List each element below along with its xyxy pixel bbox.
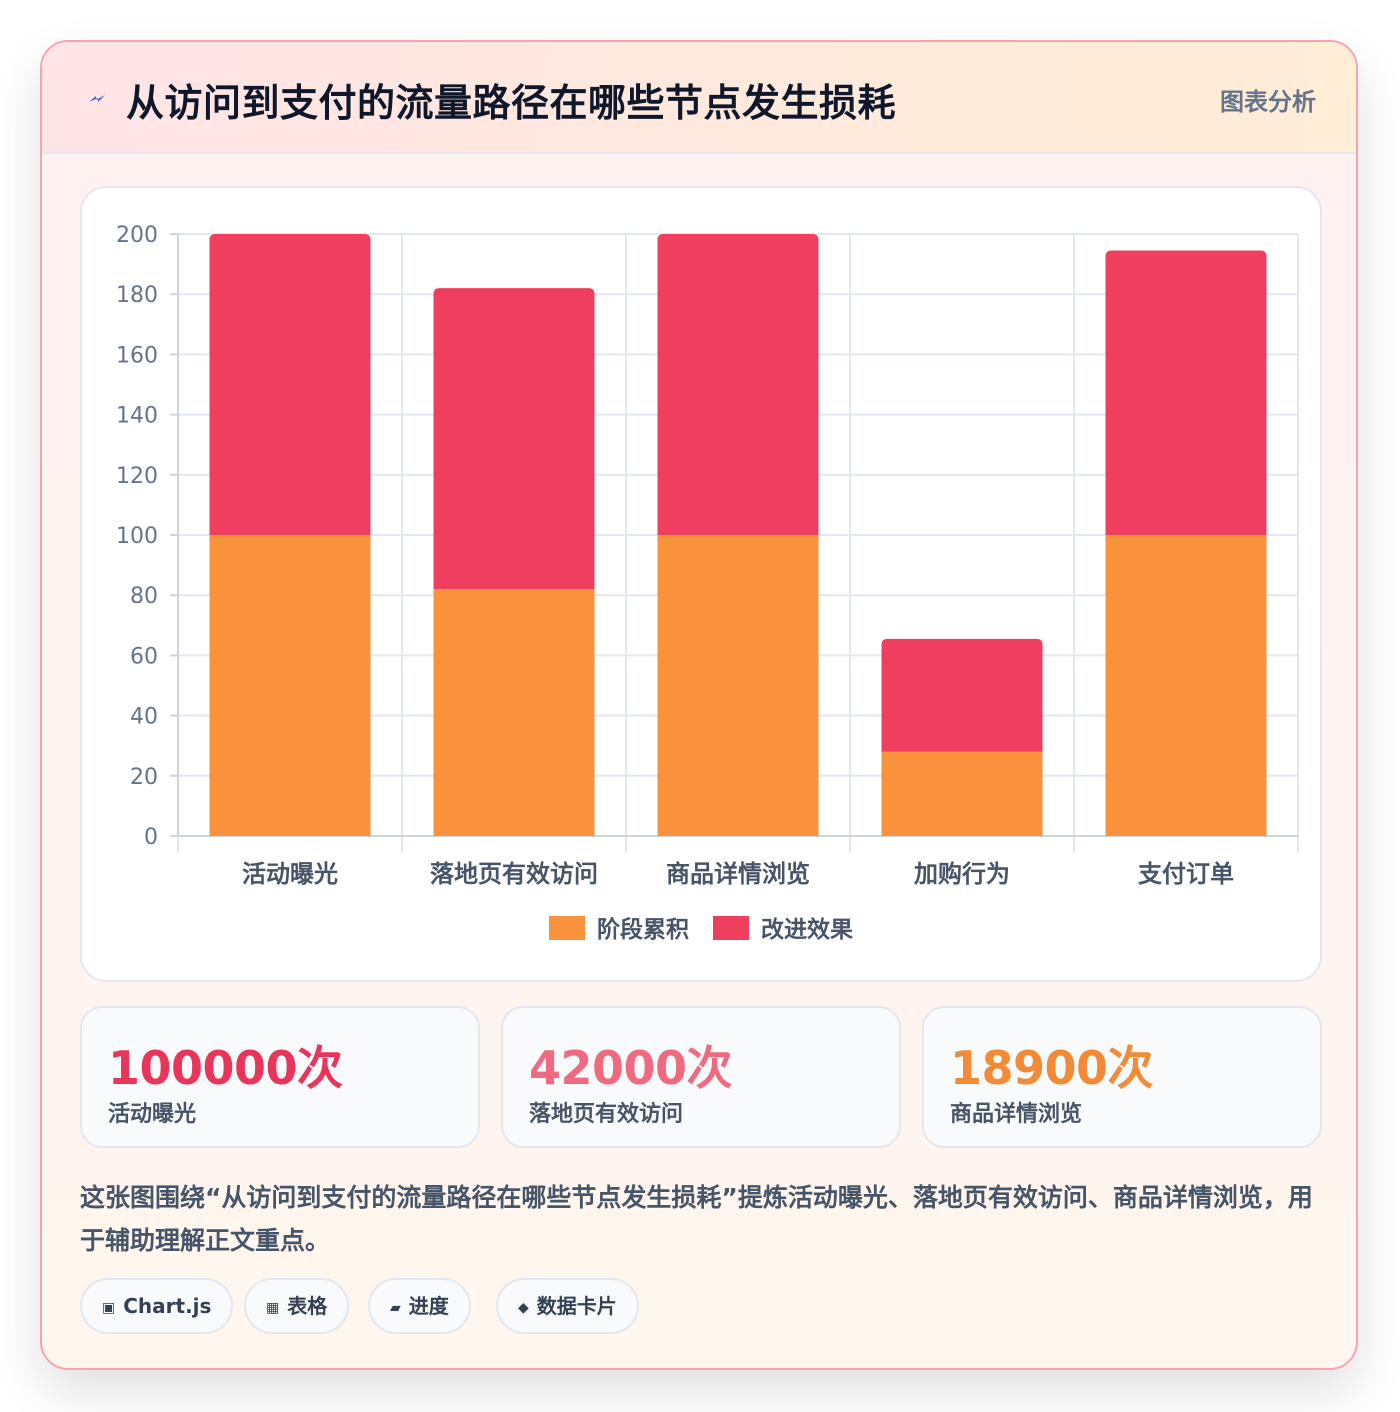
pill-chartjs[interactable]: ▣ Chart.js — [80, 1278, 234, 1334]
y-tick-label: 160 — [116, 343, 158, 368]
x-tick-label: 活动曝光 — [242, 860, 338, 888]
y-tick-label: 140 — [116, 404, 158, 429]
bar-stage — [657, 535, 819, 836]
x-tick-label: 商品详情浏览 — [666, 860, 810, 888]
legend-label: 阶段累积 — [597, 916, 689, 943]
legend-label: 改进效果 — [761, 916, 853, 943]
stat-card: 100000次 活动曝光 — [80, 1006, 480, 1148]
bar-improve — [433, 288, 595, 590]
bar-improve — [881, 638, 1043, 752]
bar-stage — [433, 589, 595, 836]
stat-card: 42000次 落地页有效访问 — [501, 1006, 901, 1148]
stat-value: 100000次 — [108, 1041, 343, 1095]
bar-stage — [1105, 535, 1267, 836]
pill-label: 进度 — [408, 1294, 449, 1318]
y-tick-label: 40 — [130, 705, 158, 730]
pill-data-card[interactable]: ◆ 数据卡片 — [496, 1278, 639, 1334]
stat-value: 18900次 — [950, 1041, 1154, 1095]
stat-label: 落地页有效访问 — [529, 1102, 684, 1127]
y-tick-label: 120 — [116, 464, 158, 489]
pill-label: 数据卡片 — [536, 1294, 617, 1318]
chart-description: 这张图围绕“从访问到支付的流量路径在哪些节点发生损耗”提炼活动曝光、落地页有效访… — [80, 1183, 1313, 1255]
pill-label: 表格 — [287, 1294, 328, 1318]
y-tick-label: 80 — [130, 584, 158, 609]
bar-improve — [209, 234, 371, 535]
y-tick-label: 0 — [144, 825, 158, 850]
bar-chart: 0 20 40 60 80 100 120 140 160 180 200 活动曝光 落地页有效访问 商品… — [116, 223, 1299, 943]
x-tick-label: 支付订单 — [1138, 860, 1234, 888]
x-tick-label: 加购行为 — [914, 860, 1010, 888]
bar-stage — [881, 751, 1043, 836]
y-tick-label: 100 — [116, 524, 158, 549]
y-tick-label: 20 — [130, 765, 158, 790]
diamond-icon: ◆ — [518, 1300, 529, 1316]
chart-icon: ▣ — [102, 1300, 116, 1316]
page-title: 从访问到支付的流量路径在哪些节点发生损耗 — [126, 81, 897, 125]
pill-progress[interactable]: ▰ 进度 — [368, 1278, 471, 1334]
card-header: 从访问到支付的流量路径在哪些节点发生损耗 图表分析 — [42, 42, 1356, 154]
stat-value: 42000次 — [529, 1041, 733, 1095]
legend-swatch — [549, 916, 585, 940]
x-tick-label: 落地页有效访问 — [430, 860, 598, 888]
y-tick-label: 60 — [130, 644, 158, 669]
bar-improve — [657, 234, 819, 535]
chart-container: 0 20 40 60 80 100 120 140 160 180 200 活动曝光 落地页有效访问 商品… — [80, 186, 1322, 982]
legend-swatch — [713, 916, 749, 940]
progress-icon: ▰ — [390, 1300, 401, 1316]
y-tick-label: 200 — [116, 223, 158, 248]
y-tick-label: 180 — [116, 283, 158, 308]
stat-label: 商品详情浏览 — [950, 1102, 1083, 1127]
bar-stage — [209, 535, 371, 836]
pill-table[interactable]: ▦ 表格 — [244, 1278, 350, 1334]
chart-card: 从访问到支付的流量路径在哪些节点发生损耗 图表分析 0 20 40 60 80 100 12… — [40, 40, 1358, 1370]
stat-label: 活动曝光 — [108, 1102, 197, 1127]
bar-improve — [1105, 250, 1267, 535]
table-icon: ▦ — [266, 1300, 280, 1316]
pill-label: Chart.js — [123, 1294, 212, 1318]
lightning-icon — [89, 95, 105, 102]
header-tag: 图表分析 — [1220, 88, 1316, 116]
stat-card: 18900次 商品详情浏览 — [922, 1006, 1322, 1148]
